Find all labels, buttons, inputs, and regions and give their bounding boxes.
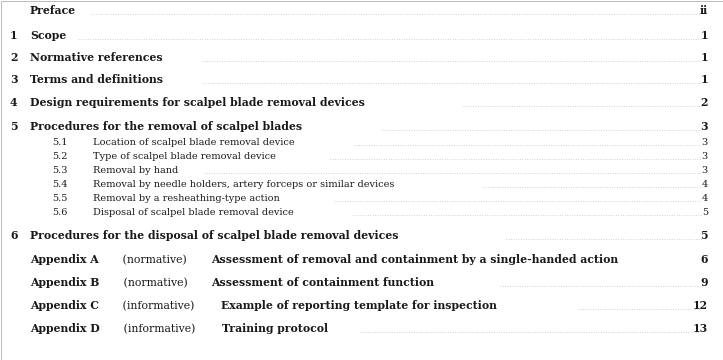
Text: 5.5: 5.5	[52, 194, 67, 203]
Text: (normative): (normative)	[119, 278, 191, 288]
Text: 3: 3	[702, 138, 708, 147]
Text: Removal by a resheathing-type action: Removal by a resheathing-type action	[93, 194, 280, 203]
Text: 5.1: 5.1	[52, 138, 67, 147]
Text: Scope: Scope	[30, 30, 67, 41]
Text: Appendix D: Appendix D	[30, 323, 100, 334]
Text: Procedures for the disposal of scalpel blade removal devices: Procedures for the disposal of scalpel b…	[30, 230, 398, 241]
Text: 2: 2	[10, 52, 17, 63]
Text: Example of reporting template for inspection: Example of reporting template for inspec…	[221, 300, 497, 311]
Text: (informative): (informative)	[119, 301, 198, 311]
Text: 5.2: 5.2	[52, 152, 67, 161]
Text: Assessment of containment function: Assessment of containment function	[211, 277, 435, 288]
Text: 4: 4	[10, 97, 17, 108]
Text: 5: 5	[10, 121, 17, 132]
Text: 1: 1	[701, 74, 708, 85]
Text: 3: 3	[10, 74, 17, 85]
Text: Normative references: Normative references	[30, 52, 163, 63]
Text: 6: 6	[10, 230, 17, 241]
Text: 3: 3	[702, 152, 708, 161]
Text: 3: 3	[702, 166, 708, 175]
Text: 5.3: 5.3	[52, 166, 67, 175]
Text: Appendix A: Appendix A	[30, 254, 99, 265]
Text: 5: 5	[702, 208, 708, 217]
Text: 1: 1	[10, 30, 17, 41]
Text: Design requirements for scalpel blade removal devices: Design requirements for scalpel blade re…	[30, 97, 365, 108]
Text: 9: 9	[701, 277, 708, 288]
Text: 5.6: 5.6	[52, 208, 67, 217]
Text: Appendix B: Appendix B	[30, 277, 99, 288]
Text: 5.4: 5.4	[52, 180, 67, 189]
Text: 5: 5	[701, 230, 708, 241]
Text: Removal by hand: Removal by hand	[93, 166, 179, 175]
Text: Type of scalpel blade removal device: Type of scalpel blade removal device	[93, 152, 276, 161]
Text: 12: 12	[693, 300, 708, 311]
Text: Assessment of removal and containment by a single-handed action: Assessment of removal and containment by…	[210, 254, 617, 265]
Text: 2: 2	[701, 97, 708, 108]
Text: Location of scalpel blade removal device: Location of scalpel blade removal device	[93, 138, 295, 147]
Text: (normative): (normative)	[119, 255, 190, 265]
Text: 4: 4	[702, 194, 708, 203]
Text: (informative): (informative)	[120, 324, 199, 334]
Text: Terms and definitions: Terms and definitions	[30, 74, 163, 85]
Text: 1: 1	[701, 30, 708, 41]
Text: Preface: Preface	[30, 5, 76, 16]
Text: Disposal of scalpel blade removal device: Disposal of scalpel blade removal device	[93, 208, 294, 217]
Text: Appendix C: Appendix C	[30, 300, 99, 311]
Text: 1: 1	[701, 52, 708, 63]
Text: 4: 4	[702, 180, 708, 189]
Text: Training protocol: Training protocol	[222, 323, 328, 334]
Text: 13: 13	[693, 323, 708, 334]
Text: Removal by needle holders, artery forceps or similar devices: Removal by needle holders, artery forcep…	[93, 180, 394, 189]
Text: Procedures for the removal of scalpel blades: Procedures for the removal of scalpel bl…	[30, 121, 302, 132]
Text: 3: 3	[701, 121, 708, 132]
Text: 6: 6	[701, 254, 708, 265]
Text: ii: ii	[700, 5, 708, 16]
